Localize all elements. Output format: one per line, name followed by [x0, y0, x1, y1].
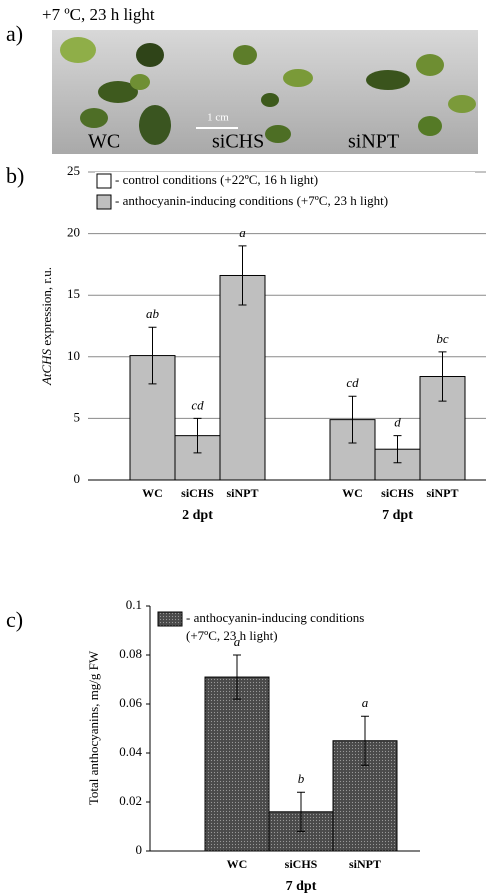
bar — [219, 274, 266, 481]
x-tick-label: siCHS — [181, 486, 214, 500]
significance-letter: cd — [191, 397, 204, 412]
y-tick-label: 10 — [67, 348, 80, 363]
error-bar — [438, 351, 447, 402]
x-tick-label: siNPT — [226, 486, 258, 500]
legend-label: (+7ºC, 23 h light) — [186, 628, 278, 643]
x-tick-label: siNPT — [426, 486, 458, 500]
y-tick-label: 0 — [136, 842, 143, 857]
legend-label: - control conditions (+22ºC, 16 h light) — [115, 172, 318, 187]
significance-letter: a — [362, 695, 369, 710]
y-axis-label: AtCHS expression, r.u. — [39, 267, 54, 386]
x-tick-label: WC — [227, 857, 248, 871]
significance-letter: a — [234, 634, 241, 649]
x-tick-label: WC — [342, 486, 363, 500]
y-tick-label: 0.08 — [119, 646, 142, 661]
significance-letter: bc — [436, 331, 449, 346]
legend-background — [95, 172, 475, 190]
group-label: 7 dpt — [382, 508, 413, 523]
bar — [329, 419, 376, 481]
plant-drawing — [60, 37, 476, 145]
y-tick-label: 5 — [74, 409, 81, 424]
significance-letter: ab — [146, 306, 160, 321]
legend-swatch — [96, 173, 112, 189]
x-tick-label: siNPT — [349, 857, 381, 871]
y-axis-label: Total anthocyanins, mg/g FW — [86, 650, 101, 805]
significance-letter: a — [239, 225, 246, 240]
error-bar — [361, 715, 369, 766]
plant-label: siCHS — [212, 131, 264, 153]
bar — [204, 676, 270, 852]
group-label: 2 dpt — [182, 508, 213, 523]
y-tick-label: 0.02 — [119, 793, 142, 808]
panel-label: a) — [6, 21, 23, 46]
y-tick-label: 0.06 — [119, 695, 142, 710]
panel-label: c) — [6, 607, 23, 632]
error-bar — [393, 435, 402, 464]
plant-label: siNPT — [348, 131, 399, 153]
error-bar — [238, 245, 247, 306]
y-tick-label: 0.1 — [126, 597, 142, 612]
y-tick-label: 0 — [74, 471, 81, 486]
y-tick-label: 15 — [67, 286, 80, 301]
y-tick-label: 25 — [67, 163, 80, 178]
y-axis-label-rest: expression, r.u. — [39, 267, 54, 349]
legend-swatch — [157, 611, 183, 627]
y-tick-label: 20 — [67, 225, 80, 240]
y-tick-label: 0.04 — [119, 744, 142, 759]
panel-label: b) — [6, 163, 24, 188]
scale-label: 1 cm — [207, 112, 229, 124]
legend-label: - anthocyanin-inducing conditions (+7ºC,… — [115, 193, 388, 208]
significance-letter: b — [298, 771, 305, 786]
group-label: 7 dpt — [286, 879, 317, 893]
significance-letter: d — [394, 415, 401, 430]
plant-label: WC — [88, 131, 120, 153]
error-bar — [148, 326, 157, 385]
legend-background — [95, 193, 475, 211]
error-bar — [193, 417, 202, 454]
error-bar — [348, 395, 357, 444]
significance-letter: cd — [346, 375, 359, 390]
x-tick-label: WC — [142, 486, 163, 500]
legend-label: - anthocyanin-inducing conditions — [186, 610, 364, 625]
legend-swatch — [96, 194, 112, 210]
error-bar — [233, 654, 241, 700]
x-tick-label: siCHS — [285, 857, 318, 871]
error-bar — [297, 791, 305, 832]
photo-caption: +7 ºC, 23 h light — [42, 5, 155, 24]
x-tick-label: siCHS — [381, 486, 414, 500]
y-axis-label-italic: AtCHS — [39, 348, 54, 386]
